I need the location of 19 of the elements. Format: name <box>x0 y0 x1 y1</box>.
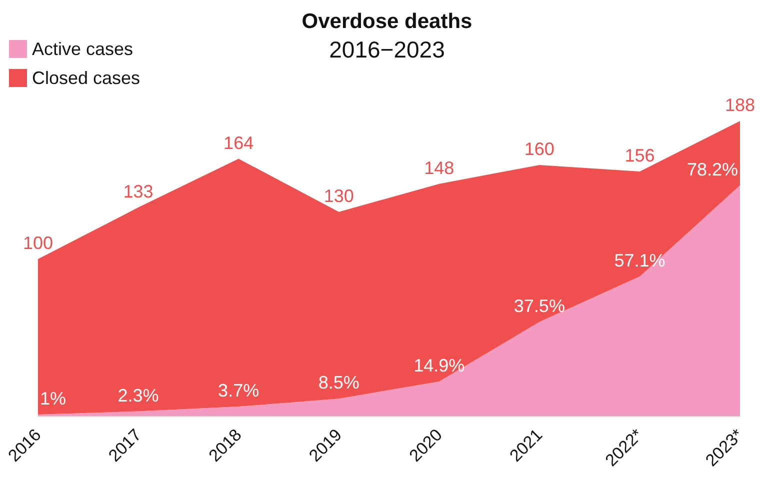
chart-title: Overdose deaths <box>302 10 472 33</box>
annotation: 160 <box>524 138 554 159</box>
annotation: 188 <box>724 95 756 115</box>
annotation: 156 <box>624 145 655 166</box>
annotation: 3.7% <box>218 380 260 401</box>
annotation: 1% <box>40 388 66 409</box>
annotation: 14.9% <box>414 355 465 376</box>
annotation: 133 <box>123 181 154 202</box>
legend-label: Active cases <box>32 39 134 59</box>
annotation: 148 <box>424 158 454 178</box>
annotation: 130 <box>324 186 354 206</box>
annotation: 78.2% <box>686 159 738 180</box>
annotation: 37.5% <box>514 296 565 316</box>
legend-label: Closed cases <box>32 68 140 88</box>
annotation: 164 <box>224 132 254 153</box>
chart-subtitle: 2016−2023 <box>329 36 445 62</box>
annotation: 100 <box>22 233 54 254</box>
annotation: 2.3% <box>118 385 159 406</box>
annotation: 8.5% <box>318 372 360 393</box>
